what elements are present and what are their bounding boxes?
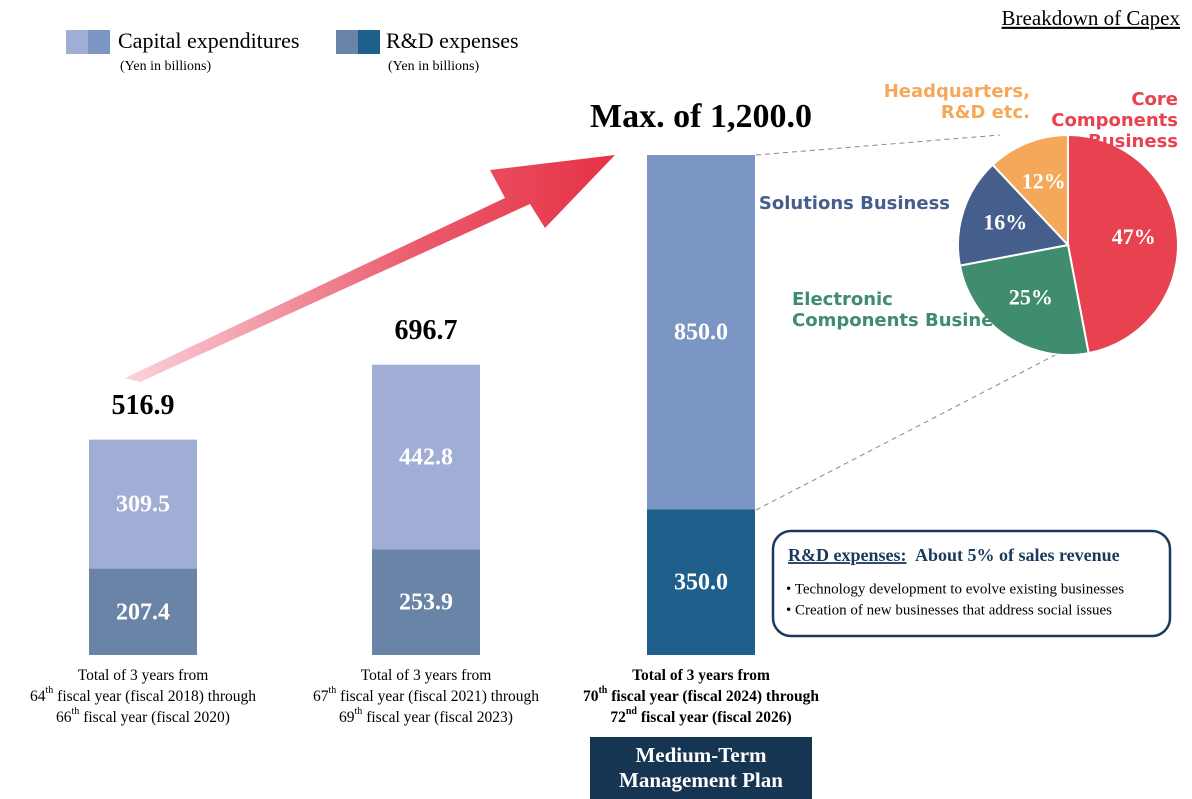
x-tick-label: 72nd fiscal year (fiscal 2026) bbox=[610, 706, 791, 725]
pie-slice bbox=[958, 243, 1090, 356]
slice-name: R&D etc. bbox=[941, 102, 1030, 123]
bar-segment bbox=[372, 549, 480, 655]
x-tick-label-part: 72 bbox=[610, 709, 626, 726]
connector bbox=[755, 134, 1001, 156]
rd-box bbox=[771, 529, 1172, 638]
legend-subtitle: (Yen in billions) bbox=[120, 59, 211, 74]
total-label: 516.9 bbox=[112, 390, 175, 421]
value-label: 850.0 bbox=[674, 320, 728, 346]
bar-segment bbox=[89, 439, 197, 569]
x-tick-label-part: th bbox=[355, 706, 363, 717]
growth-arrow bbox=[125, 155, 615, 382]
pie-slice bbox=[1067, 133, 1179, 355]
total-label: Max. of 1,200.0 bbox=[590, 98, 812, 135]
x-tick-label-part: 69 bbox=[339, 709, 355, 726]
x-tick-label: 69th fiscal year (fiscal 2023) bbox=[339, 706, 513, 725]
legend-label: Capital expenditures bbox=[118, 28, 299, 53]
slice-name: Headquarters, bbox=[884, 81, 1030, 102]
slice-name: Electronic bbox=[792, 289, 893, 310]
x-tick-label-part: Total of 3 years from bbox=[78, 667, 209, 684]
bar-segment bbox=[647, 509, 755, 655]
pie-slice bbox=[957, 163, 1070, 267]
x-tick-label: 66th fiscal year (fiscal 2020) bbox=[56, 706, 230, 725]
bar-segment bbox=[372, 364, 480, 550]
x-tick-label-part: fiscal year (fiscal 2026) bbox=[637, 709, 792, 726]
x-tick-label-part: nd bbox=[626, 706, 638, 717]
legend-label: R&D expenses bbox=[386, 28, 519, 53]
x-tick-label-part: th bbox=[72, 706, 80, 717]
x-tick-label-part: th bbox=[598, 685, 607, 696]
x-tick-label-part: Total of 3 years from bbox=[361, 667, 492, 684]
slice-name: Components Business bbox=[792, 310, 1015, 331]
plan-box bbox=[590, 737, 812, 799]
value-label: 253.9 bbox=[399, 590, 453, 616]
slice-name: Business bbox=[1088, 131, 1178, 152]
rd-box-title: R&D expenses: bbox=[788, 545, 907, 565]
slice-name: Components bbox=[1051, 110, 1178, 131]
slice-label: 16% bbox=[983, 210, 1027, 235]
legend-swatch bbox=[66, 30, 88, 54]
slice-label: 25% bbox=[1009, 285, 1053, 310]
bar-segment bbox=[89, 568, 197, 655]
x-tick-label-part: 70 bbox=[583, 688, 599, 705]
x-tick-label-part: 66 bbox=[56, 709, 72, 726]
pie-slice bbox=[991, 133, 1069, 248]
x-tick-label-part: 67 bbox=[313, 688, 329, 705]
value-label: 207.4 bbox=[116, 599, 170, 625]
x-tick-label: 70th fiscal year (fiscal 2024) through bbox=[583, 685, 819, 704]
x-tick-label-part: Total of 3 years from bbox=[632, 667, 770, 684]
legend-swatch bbox=[88, 30, 110, 54]
legend-subtitle: (Yen in billions) bbox=[388, 59, 479, 74]
connector bbox=[755, 337, 1089, 511]
slice-name: Solutions Business bbox=[759, 193, 950, 214]
pie-title: Breakdown of Capex bbox=[1002, 6, 1181, 30]
plan-label: Management Plan bbox=[619, 768, 783, 792]
x-tick-label-part: fiscal year (fiscal 2018) through bbox=[53, 688, 256, 705]
slice-name: Core bbox=[1131, 89, 1178, 110]
rd-bullet: • Technology development to evolve exist… bbox=[786, 581, 1124, 597]
x-tick-label-part: fiscal year (fiscal 2023) bbox=[362, 709, 513, 726]
value-label: 309.5 bbox=[116, 492, 170, 518]
x-tick-label-part: th bbox=[329, 685, 337, 696]
x-tick-label-part: 64 bbox=[30, 688, 46, 705]
value-label: 442.8 bbox=[399, 444, 453, 470]
x-tick-label-part: th bbox=[46, 685, 54, 696]
x-tick-label-part: fiscal year (fiscal 2020) bbox=[79, 709, 230, 726]
legend-swatch bbox=[336, 30, 358, 54]
bar-segment bbox=[647, 155, 755, 510]
x-tick-label: 64th fiscal year (fiscal 2018) through bbox=[30, 685, 256, 704]
slice-label: 12% bbox=[1022, 169, 1066, 194]
x-tick-label-part: fiscal year (fiscal 2024) through bbox=[607, 688, 819, 705]
x-tick-label: Total of 3 years from bbox=[78, 667, 209, 684]
x-tick-label-part: fiscal year (fiscal 2021) through bbox=[336, 688, 539, 705]
slice-label: 47% bbox=[1112, 224, 1156, 249]
x-tick-label: Total of 3 years from bbox=[632, 667, 770, 684]
value-label: 350.0 bbox=[674, 570, 728, 596]
rd-bullet: • Creation of new businesses that addres… bbox=[786, 602, 1112, 618]
plan-label: Medium-Term bbox=[635, 743, 767, 767]
x-tick-label: 67th fiscal year (fiscal 2021) through bbox=[313, 685, 539, 704]
total-label: 696.7 bbox=[395, 315, 458, 346]
x-tick-label: Total of 3 years from bbox=[361, 667, 492, 684]
rd-box-highlight: About 5% of sales revenue bbox=[915, 545, 1120, 565]
legend-swatch bbox=[358, 30, 380, 54]
